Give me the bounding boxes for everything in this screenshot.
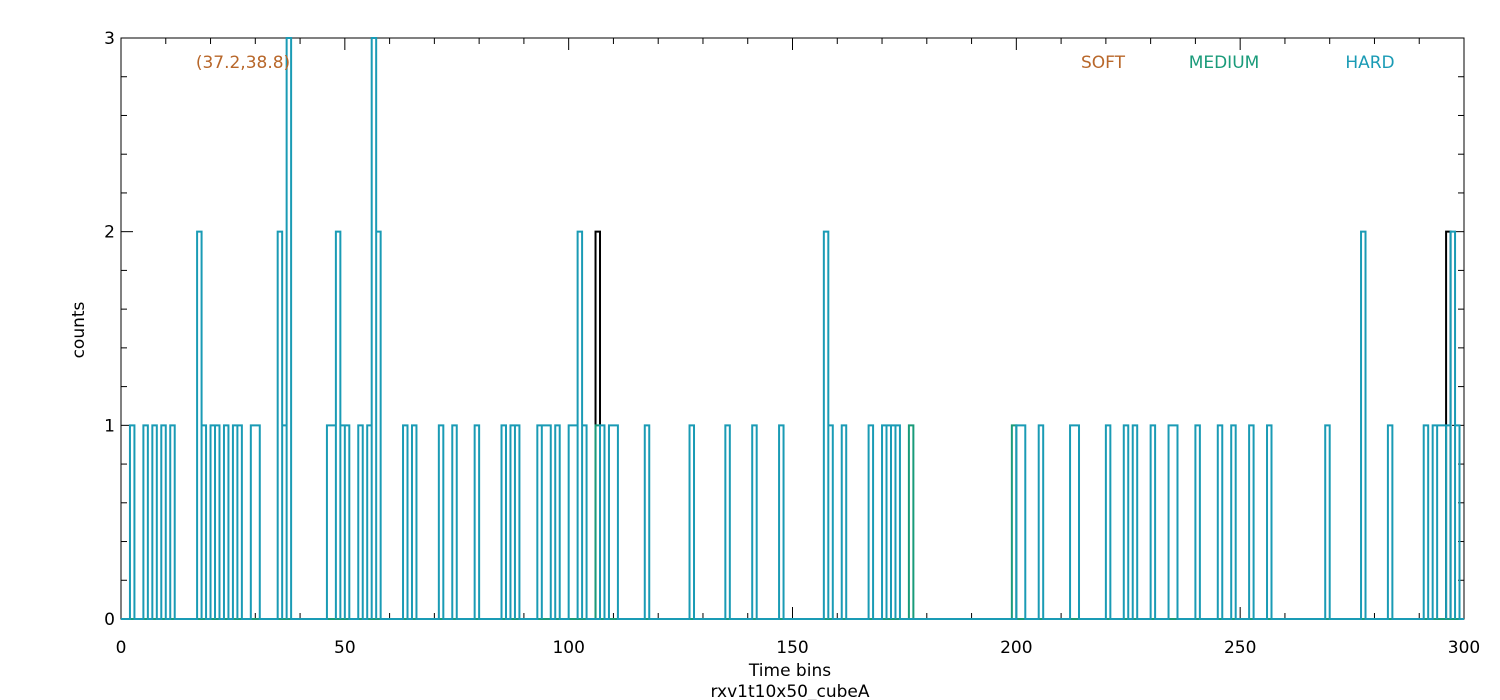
y-axis-title: counts <box>69 301 89 358</box>
x-tick-label: 150 <box>776 638 808 658</box>
series-total-line <box>121 230 1464 620</box>
legend-soft: SOFT <box>1081 53 1126 73</box>
y-tick-label: 2 <box>104 223 115 243</box>
x-tick-label: 0 <box>116 638 127 658</box>
legend-hard: HARD <box>1345 53 1394 73</box>
x-tick-label: 200 <box>1000 638 1032 658</box>
plot-frame <box>120 37 1465 620</box>
y-tick-label: 3 <box>104 29 115 49</box>
x-tick-label: 100 <box>552 638 584 658</box>
axes-frame: 0 50 100 150 200 250 300 0 1 2 3 <box>104 29 1480 658</box>
series-layer <box>121 37 1464 620</box>
x-axis-title: Time bins <box>748 661 831 681</box>
x-tick-label: 50 <box>334 638 356 658</box>
x-tick-label: 250 <box>1224 638 1256 658</box>
series-hard-line <box>121 37 1464 620</box>
chart-subtitle: rxv1t10x50_cubeA <box>711 682 870 700</box>
interval-annotation: (37.2,38.8) <box>196 53 290 73</box>
legend-medium: MEDIUM <box>1189 53 1260 73</box>
series-medium-line <box>121 424 1464 620</box>
y-tick-label: 1 <box>104 416 115 436</box>
y-tick-label: 0 <box>104 610 115 630</box>
labels-layer: Time bins rxv1t10x50_cubeA counts (37.2,… <box>69 53 1395 700</box>
x-tick-label: 300 <box>1448 638 1480 658</box>
